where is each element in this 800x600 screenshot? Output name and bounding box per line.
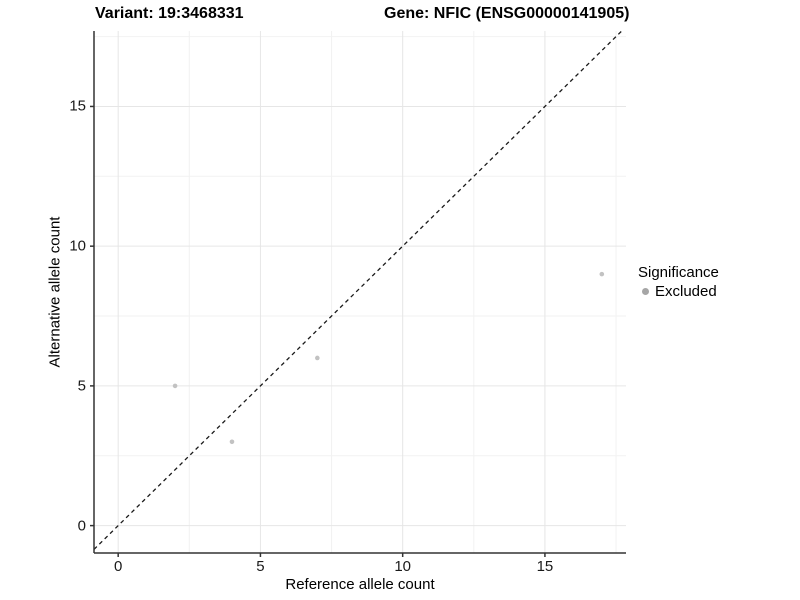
y-tick-label: 15: [69, 97, 86, 115]
y-tick-label: 0: [77, 517, 86, 535]
data-point: [229, 439, 235, 445]
x-tick-label: 10: [394, 558, 412, 575]
x-tick-label: 15: [536, 558, 554, 575]
identity-dashed-line: [93, 30, 623, 550]
variant-title: Variant: 19:3468331: [95, 5, 244, 22]
data-point: [315, 355, 320, 361]
excluded-point-icon: [642, 288, 649, 295]
legend-item-label: Excluded: [655, 283, 717, 300]
y-tick-label: 5: [77, 377, 86, 395]
x-axis-title: Reference allele count: [285, 576, 435, 593]
legend-title: Significance: [638, 264, 719, 281]
legend-item-excluded: Excluded: [638, 283, 719, 300]
x-tick-label: 5: [256, 558, 265, 575]
x-tick-label: 0: [114, 558, 123, 575]
gene-title: Gene: NFIC (ENSG00000141905): [384, 5, 630, 22]
legend: Significance Excluded: [638, 264, 719, 300]
data-point: [599, 271, 605, 277]
y-tick-label: 10: [69, 237, 86, 255]
y-axis-title: Alternative allele count: [46, 216, 64, 368]
data-point: [172, 383, 178, 389]
